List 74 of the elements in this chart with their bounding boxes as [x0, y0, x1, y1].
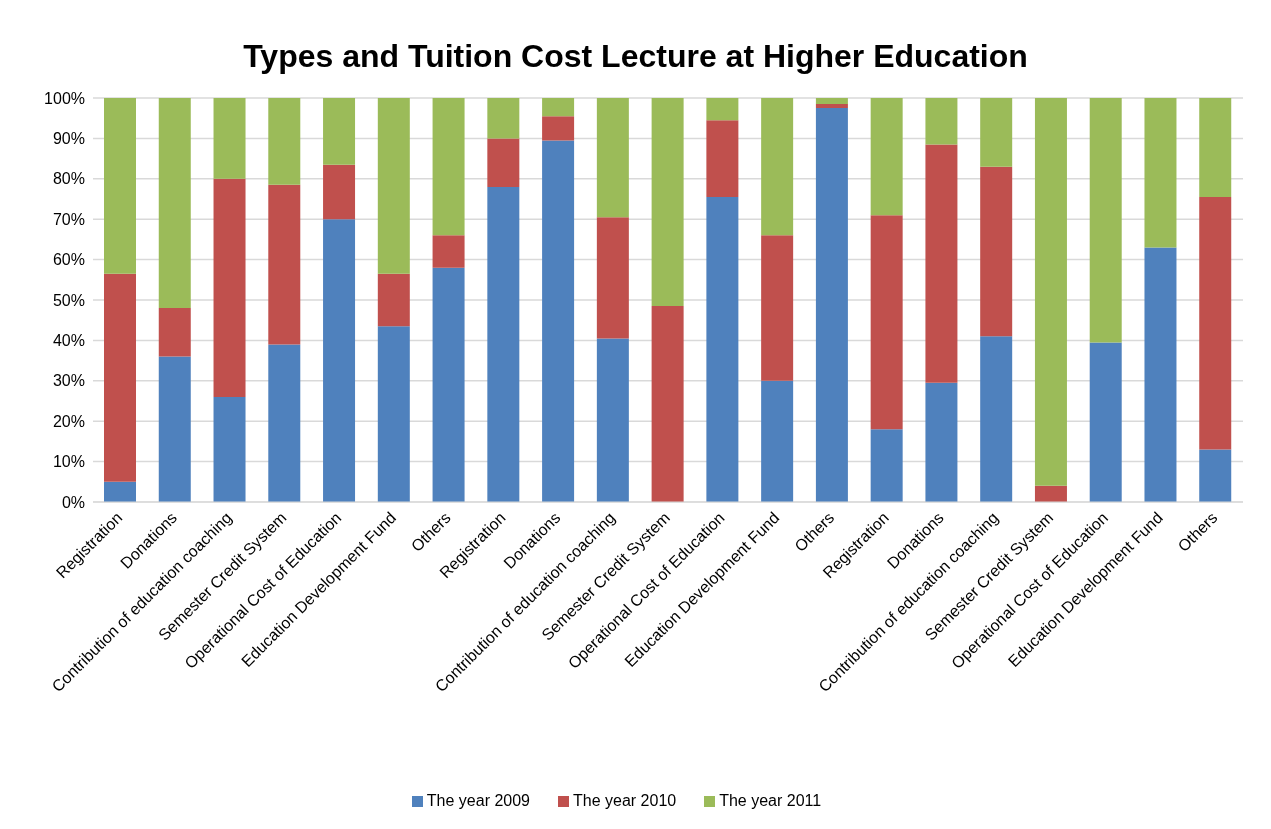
bar — [925, 144, 958, 383]
bar — [925, 382, 958, 502]
bar — [815, 98, 848, 105]
bar — [1089, 342, 1122, 502]
bar — [706, 196, 739, 502]
bar — [980, 98, 1013, 167]
bar — [268, 184, 301, 345]
bar — [1199, 449, 1232, 502]
bar — [487, 98, 520, 139]
bar — [761, 235, 794, 381]
bar — [1199, 98, 1232, 197]
bar — [213, 98, 246, 179]
bar — [1034, 485, 1067, 502]
bar — [1144, 98, 1177, 248]
y-tick-label: 40% — [52, 332, 85, 350]
bar — [596, 338, 629, 502]
bar — [542, 98, 575, 117]
bar — [761, 380, 794, 502]
bar — [706, 120, 739, 197]
bar — [432, 235, 465, 268]
y-tick-label: 50% — [52, 291, 85, 309]
bar — [1089, 98, 1122, 343]
bar — [268, 344, 301, 502]
bar — [980, 336, 1013, 502]
bar — [870, 429, 903, 502]
y-tick-label: 70% — [52, 210, 85, 228]
bar — [870, 98, 903, 216]
legend-label: The year 2011 — [719, 792, 822, 809]
bar — [158, 356, 191, 502]
y-tick-label: 10% — [52, 453, 85, 471]
bar — [596, 217, 629, 339]
y-tick-label: 0% — [61, 493, 85, 511]
bar — [1199, 196, 1232, 450]
bar — [487, 186, 520, 502]
bar — [323, 219, 356, 502]
bar — [158, 308, 191, 357]
bar — [706, 98, 739, 121]
bar — [980, 166, 1013, 337]
bar — [651, 98, 684, 307]
y-tick-label: 80% — [52, 170, 85, 188]
y-tick-label: 30% — [52, 372, 85, 390]
y-tick-label: 100% — [44, 89, 85, 107]
bar — [870, 215, 903, 430]
bar — [377, 326, 410, 502]
bar — [213, 396, 246, 502]
chart-title: Types and Tuition Cost Lecture at Higher Education — [242, 37, 1029, 76]
bar — [761, 98, 794, 236]
bar — [815, 108, 848, 502]
bar — [542, 140, 575, 502]
bar — [596, 98, 629, 218]
bar — [268, 98, 301, 185]
bar — [542, 116, 575, 141]
bar — [1144, 247, 1177, 502]
legend-label: The year 2010 — [573, 792, 677, 809]
bar — [323, 98, 356, 165]
y-tick-label: 20% — [52, 412, 85, 430]
bar — [213, 178, 246, 397]
bar — [1034, 98, 1067, 486]
bar — [815, 104, 848, 109]
y-tick-label: 60% — [52, 251, 85, 269]
bar — [487, 138, 520, 187]
bar — [104, 98, 136, 274]
legend-label: The year 2009 — [426, 792, 530, 809]
y-tick-label: 90% — [52, 130, 85, 148]
bar — [377, 98, 410, 274]
bar — [104, 273, 136, 482]
bar — [323, 164, 356, 220]
bar — [651, 306, 684, 502]
bar — [377, 273, 410, 327]
bar — [158, 98, 191, 309]
bar — [432, 98, 465, 236]
bar — [925, 98, 958, 145]
bar — [104, 481, 136, 502]
bar — [432, 267, 465, 502]
